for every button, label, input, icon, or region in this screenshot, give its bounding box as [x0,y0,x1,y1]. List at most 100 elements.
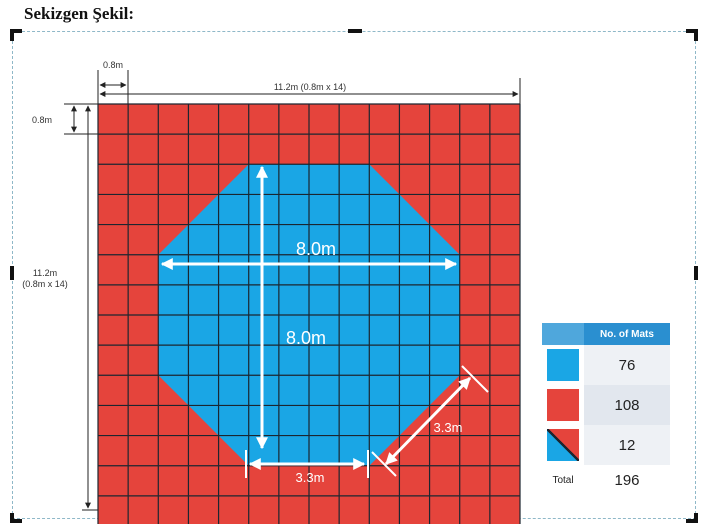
red-mat [218,495,249,524]
red-mat [429,435,460,466]
mat-grid [97,103,521,524]
blue-mat [188,315,219,346]
blue-mat [369,224,400,255]
red-mat [158,164,189,195]
red-mat [399,164,430,195]
octagon-diagonal-dimension: 3.3m [371,365,489,477]
red-mat [98,405,129,436]
blue-mat [158,254,189,285]
red-mat [459,315,490,346]
red-mat [489,194,520,225]
red-mat [98,224,129,255]
blue-mat [248,224,279,255]
blue-mat-swatch [547,349,579,381]
blue-mat [399,254,430,285]
red-mat [248,495,279,524]
resize-handle-bottom-right[interactable] [694,513,698,523]
blue-mat [339,284,370,315]
red-mat [278,134,309,165]
red-mat [429,465,460,496]
resize-handle-top-left[interactable] [10,29,22,33]
blue-mat [429,315,460,346]
legend-header-label: No. of Mats [584,323,670,345]
mat-width-label: 0.8m [103,60,123,70]
red-mat [459,465,490,496]
mat-height-dimension: 0.8m [32,103,98,135]
red-mat [309,104,340,135]
blue-mat [218,405,249,436]
blue-mat [218,375,249,406]
blue-mat [369,315,400,346]
red-mat [188,134,219,165]
red-mat [369,134,400,165]
blue-mat [158,284,189,315]
blue-mat [429,254,460,285]
overall-width-dimension: 11.2m (0.8m x 14) [99,78,521,104]
blue-mat [278,164,309,195]
resize-handle-bottom-left[interactable] [10,519,22,523]
blue-mat [339,224,370,255]
octagon-diagonal-label: 3.3m [434,420,463,435]
red-mat [489,254,520,285]
legend-header-row: No. of Mats [542,323,670,345]
red-mat [489,164,520,195]
resize-handle-top-right[interactable] [694,29,698,41]
red-mat [429,134,460,165]
resize-handle-bottom-left[interactable] [10,513,14,523]
blue-mat [339,435,370,466]
red-mat [218,104,249,135]
legend-header-swatch-cell [542,323,584,345]
split-mat-blue-half [188,194,219,225]
octagon-width-dimension: 8.0m [160,239,458,270]
blue-mat [369,194,400,225]
blue-mat [339,164,370,195]
resize-handle-top-left[interactable] [10,29,14,41]
red-mat [98,345,129,376]
legend-row-red: 108 [542,385,670,425]
red-mat [98,495,129,524]
blue-mat [429,284,460,315]
resize-handle-left-mid[interactable] [10,266,14,280]
resize-handle-bottom-right[interactable] [686,519,698,523]
red-mat [128,495,159,524]
red-mat [459,224,490,255]
split-mat-blue-half [218,164,249,195]
red-mat [309,465,340,496]
resize-handle-right-mid[interactable] [694,266,698,280]
red-mat [128,134,159,165]
blue-mat [309,284,340,315]
red-mat [339,104,370,135]
red-mat [158,194,189,225]
red-mat [399,495,430,524]
red-mat [128,315,159,346]
blue-mat [248,405,279,436]
resize-handle-top-mid[interactable] [348,29,362,33]
mat-height-label: 0.8m [32,115,52,125]
split-mat-blue-half [188,405,219,436]
blue-mat [339,375,370,406]
blue-mat [158,345,189,376]
blue-mat [369,284,400,315]
red-mat [98,104,129,135]
red-mat [158,465,189,496]
red-mat [188,164,219,195]
blue-mat [248,315,279,346]
legend-total-row: Total 196 [542,465,670,495]
red-mat [399,465,430,496]
red-mat [429,495,460,524]
blue-mat [339,345,370,376]
red-mat [459,435,490,466]
red-mat [158,134,189,165]
resize-handle-top-right[interactable] [686,29,698,33]
blue-mat [278,284,309,315]
red-mat [489,375,520,406]
red-mat [98,435,129,466]
red-mat [309,495,340,524]
blue-mat [369,405,400,436]
blue-mat [369,254,400,285]
blue-mat [188,224,219,255]
red-mat [128,224,159,255]
red-mat [399,134,430,165]
red-mat [369,495,400,524]
blue-mat [278,435,309,466]
